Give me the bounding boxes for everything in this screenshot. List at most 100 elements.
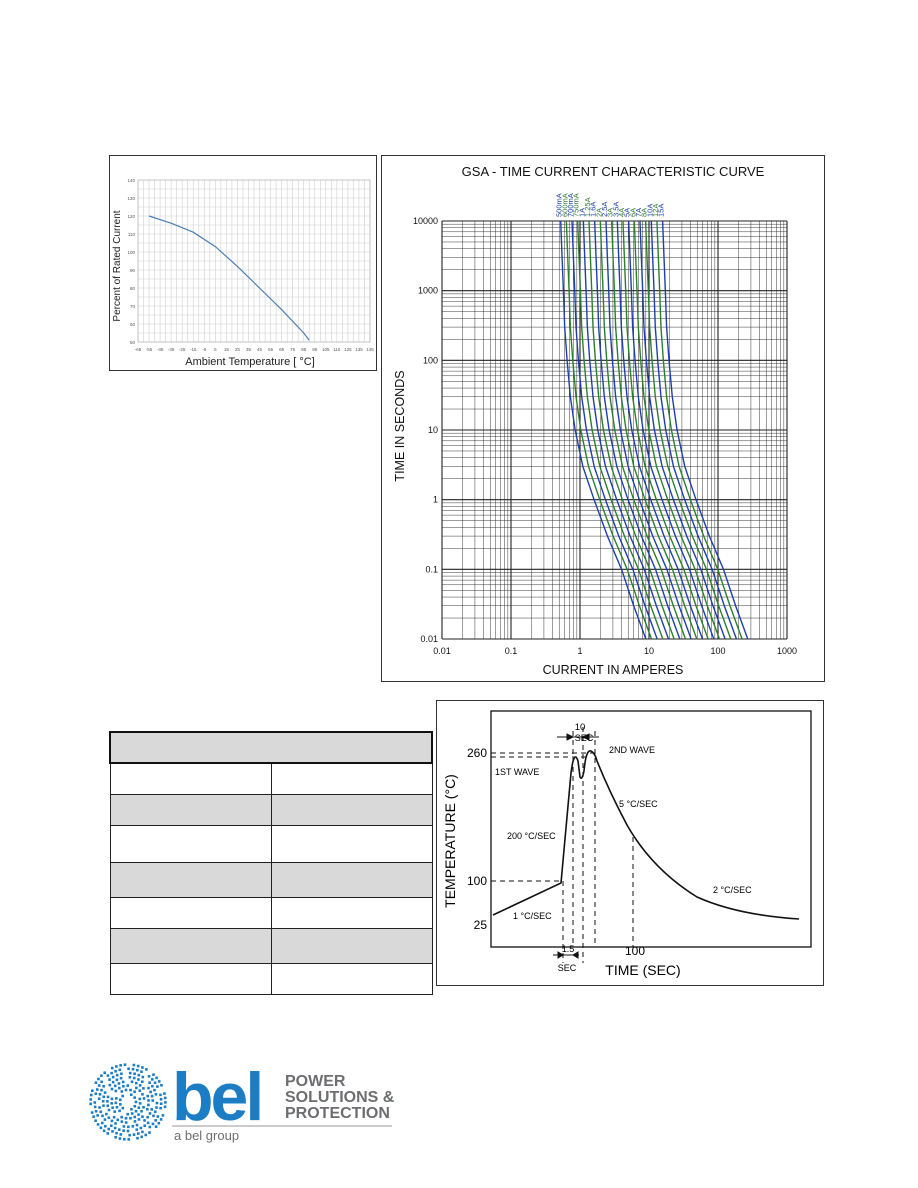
logo-dot [93,1101,97,1104]
logo-dot [119,1133,123,1136]
logo-dot [111,1106,114,1109]
logo-dot [127,1138,131,1141]
logo-dot [151,1122,155,1126]
logo-dot [149,1090,152,1094]
logo-dot [114,1136,117,1139]
logo-dot [110,1087,114,1091]
tcc-series-label: 2A [594,208,603,217]
logo-dot [131,1067,135,1071]
derate-ytick: 90 [130,268,136,273]
tcc-curve-750mA [576,220,664,640]
ann-1-5: 1.5 [562,944,575,954]
derate-xtick: -55 [146,347,153,352]
logo-dot [105,1112,108,1116]
derate-xtick: 115 [333,347,341,352]
logo-dot [110,1097,114,1101]
logo-dot [122,1129,125,1132]
logo-dot [110,1102,113,1105]
logo-dot [94,1109,98,1113]
logo-dot [134,1081,138,1085]
tcc-series-label: 500mA [555,193,564,217]
logo-dot [99,1110,103,1114]
spec-cell [109,825,272,863]
logo-dot [148,1125,152,1129]
tcc-curve-1A [582,220,670,640]
tcc-curve-6A [633,220,721,640]
logo-dot [130,1080,134,1084]
solder-profile-curve [492,750,800,920]
logo-dot [150,1078,154,1081]
solder-ytick-260: 260 [467,746,487,760]
tcc-series-label: 1.25A [583,197,592,217]
logo-dot [103,1071,107,1075]
logo-dot [128,1133,131,1137]
logo-dot [140,1070,143,1073]
logo-dot [140,1080,144,1084]
derate-curve [148,215,310,341]
logo-dot [129,1116,132,1120]
tcc-curve-1.6A [593,220,681,640]
logo-dot [140,1109,143,1113]
logo-dot [137,1113,140,1116]
tcc-curve-1.25A [588,220,675,640]
logo-dot [115,1073,119,1077]
logo-dot [126,1084,130,1087]
logo-dot [110,1124,113,1128]
logo-dot [107,1127,111,1131]
logo-dot [159,1097,163,1101]
spec-cell [109,862,272,898]
logo-dot [163,1092,166,1095]
tcc-curve-600mA [565,220,653,640]
logo-dot [118,1098,122,1102]
logo-dot [101,1099,105,1103]
logo-dot [160,1083,163,1087]
logo-dot [141,1075,145,1079]
tcc-series-label: 1A [577,208,586,217]
logo-dot [163,1096,167,1100]
derate-ytick: 60 [130,322,136,327]
logo-dot [128,1071,132,1075]
logo-dot [115,1065,118,1068]
logo-dot [157,1121,161,1125]
tcc-ylabel: TIME IN SECONDS [393,370,407,481]
spec-cell [109,963,272,995]
logo-dot [132,1076,136,1080]
derate-ytick: 110 [128,232,136,237]
logo-dot [133,1104,137,1108]
logo-dot [118,1137,122,1140]
derate-ytick: 70 [130,304,136,309]
logo-dot [115,1078,119,1082]
logo-dot [129,1093,133,1096]
logo-dot [103,1091,107,1094]
logo-dot [114,1089,118,1093]
logo-dot [122,1125,126,1128]
tcc-series-label: 750mA [572,193,581,217]
tcc-series-label: 4A [617,208,626,217]
logo-dot [113,1110,117,1113]
solder-ytick-100: 100 [467,874,487,888]
logo-dot [106,1132,110,1135]
solder-plot-area [490,710,812,948]
logo-dot [143,1124,146,1128]
derate-xtick: 65 [279,347,285,352]
tcc-series-label: 5A [623,208,632,217]
logo-dot [147,1099,150,1102]
logo-dot [135,1128,139,1131]
logo-dot [119,1103,122,1106]
derate-ytick: 50 [130,340,136,345]
tcc-curve-500mA [559,220,647,640]
logo-dot [133,1115,137,1119]
spec-cell [270,928,433,964]
spec-cell [270,762,433,795]
derate-xtick: 45 [257,347,263,352]
logo-dot [94,1081,98,1084]
logo-dot [97,1097,101,1100]
logo-dot [137,1106,141,1109]
logo-dot [89,1102,92,1106]
logo-dot [115,1097,118,1100]
tcc-series-label: 700mA [566,193,575,217]
ann-2nd-wave: 2ND WAVE [609,745,655,755]
logo-dot [140,1135,144,1139]
logo-dot [133,1096,136,1099]
